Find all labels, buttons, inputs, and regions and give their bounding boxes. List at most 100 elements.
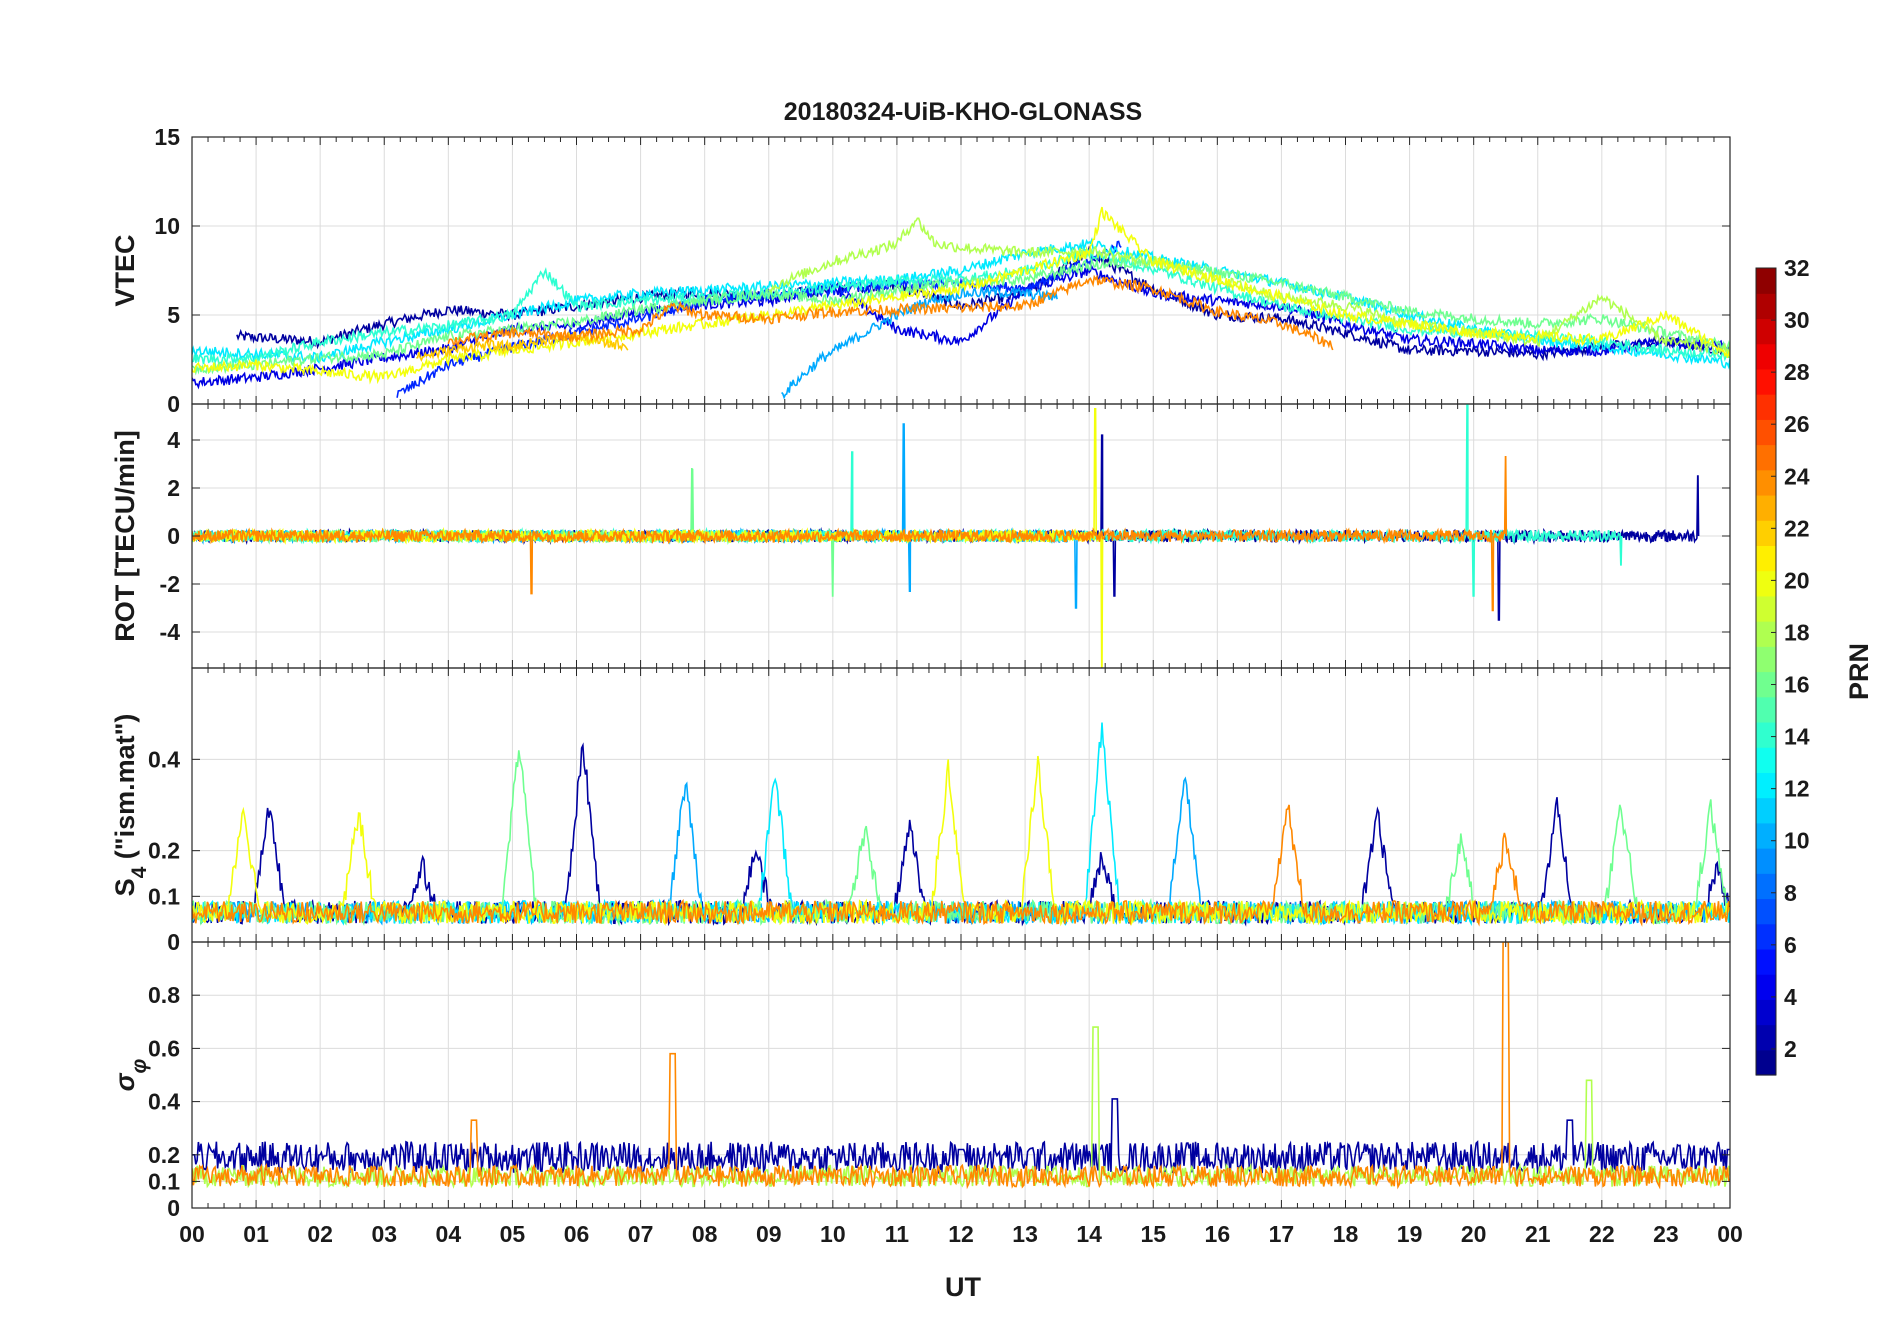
y-tick-label: 4 [167, 427, 180, 453]
panel-4-series [192, 942, 1730, 1190]
colorbar-tick-label: 14 [1784, 724, 1810, 750]
y-tick-label: 0.4 [148, 746, 180, 772]
colorbar-tick-label: 28 [1784, 359, 1810, 385]
colorbar-segment [1756, 570, 1776, 597]
colorbar-tick-label: 24 [1784, 463, 1810, 489]
colorbar-tick-label: 18 [1784, 619, 1810, 645]
y-tick-label: 0.2 [148, 838, 180, 864]
x-tick-label: 17 [1269, 1221, 1295, 1247]
colorbar-segment [1756, 368, 1776, 395]
panel-2: -4 -2 0 2 4 ROT [TECU/min] [110, 403, 1731, 669]
colorbar-tick-label: 2 [1784, 1036, 1797, 1062]
ylabel-subscript: 4 [128, 866, 151, 878]
panel-3-ylabel: S4 ("ism.mat") [110, 714, 151, 897]
x-tick-label: 20 [1461, 1221, 1487, 1247]
y-tick-label: 0 [167, 929, 180, 955]
y-tick-label: 0.1 [148, 1168, 180, 1194]
colorbar-tick-label: 20 [1784, 567, 1810, 593]
colorbar-tick-label: 30 [1784, 307, 1810, 333]
colorbar-segment [1756, 444, 1776, 471]
x-tick-label: 23 [1653, 1221, 1679, 1247]
colorbar-segment [1756, 1049, 1776, 1076]
colorbar-segment [1756, 419, 1776, 446]
colorbar-tick-label: 32 [1784, 255, 1810, 281]
colorbar-segment [1756, 318, 1776, 345]
colorbar-segment [1756, 646, 1776, 673]
colorbar-segment [1756, 999, 1776, 1026]
colorbar-segment [1756, 545, 1776, 572]
colorbar-segment [1756, 822, 1776, 849]
ylabel-main: σ [110, 1072, 140, 1091]
ylabel-rest: ("ism.mat") [110, 714, 140, 867]
colorbar-segment [1756, 671, 1776, 698]
y-tick-label: -2 [160, 571, 180, 597]
colorbar-frame [1755, 267, 1777, 1076]
colorbar-segment [1756, 394, 1776, 420]
panel-2-series [192, 404, 1700, 668]
colorbar-segment [1756, 1024, 1776, 1051]
series-prn-20 [192, 206, 1730, 385]
y-tick-label: 0.1 [148, 883, 180, 909]
ylabel-main: S [110, 878, 140, 896]
x-tick-label: 14 [1076, 1221, 1102, 1247]
series-prn-18 [192, 1026, 1730, 1190]
colorbar-segment [1756, 696, 1776, 723]
x-tick-label: 01 [243, 1221, 269, 1247]
x-tick-label: 00 [1717, 1221, 1743, 1247]
y-tick-label: 0 [167, 391, 180, 417]
x-tick-label: 06 [564, 1221, 590, 1247]
y-tick-label: 2 [167, 475, 180, 501]
series-prn-24 [192, 804, 1730, 927]
colorbar-tick-label: 12 [1784, 776, 1810, 802]
chart-title: 20180324-UiB-KHO-GLONASS [784, 98, 1142, 126]
series-prn-24 [447, 274, 1334, 351]
colorbar-segment [1756, 721, 1776, 748]
x-tick-label: 12 [948, 1221, 974, 1247]
panel-1-ylabel: VTEC [110, 234, 140, 306]
y-tick-label: 0 [167, 1195, 180, 1221]
colorbar-segment [1756, 948, 1776, 975]
colorbar-segment [1756, 898, 1776, 925]
panel-4: 00.10.2 0.4 0.6 0.8 σφ [110, 941, 1731, 1221]
y-tick-label: 0 [167, 523, 180, 549]
panel-3-series [192, 722, 1730, 927]
colorbar-label: PRN [1844, 643, 1874, 700]
series-prn-14 [192, 248, 1730, 366]
x-tick-label: 08 [692, 1221, 718, 1247]
series-prn-16 [192, 255, 1730, 376]
panel-4-ylabel: σφ [110, 1058, 151, 1091]
x-tick-label: 18 [1333, 1221, 1359, 1247]
colorbar-segment [1756, 293, 1776, 320]
colorbar-segment [1756, 520, 1776, 547]
colorbar-tick-label: 16 [1784, 672, 1810, 698]
x-tick-label: 05 [500, 1221, 526, 1247]
x-tick-label: 15 [1140, 1221, 1166, 1247]
y-tick-label: -4 [160, 619, 181, 645]
colorbar-tick-label: 8 [1784, 880, 1797, 906]
y-tick-label: 0.4 [148, 1089, 180, 1115]
y-tick-label: 5 [167, 302, 180, 328]
x-tick-label: 04 [436, 1221, 462, 1247]
y-tick-label: 10 [154, 213, 180, 239]
x-tick-label: 09 [756, 1221, 782, 1247]
colorbar-tick-label: 26 [1784, 411, 1810, 437]
series-prn-10 [781, 285, 1058, 400]
colorbar-segment [1756, 747, 1776, 773]
colorbar-segment [1756, 268, 1776, 294]
colorbar-segment [1756, 923, 1776, 950]
x-tick-label: 03 [371, 1221, 397, 1247]
x-tick-label: 13 [1012, 1221, 1038, 1247]
x-tick-label: 10 [820, 1221, 846, 1247]
series-prn-18 [768, 217, 1730, 356]
panel-2-ylabel: ROT [TECU/min] [110, 430, 140, 641]
y-tick-label: 0.8 [148, 982, 180, 1008]
colorbar-tick-label: 10 [1784, 828, 1810, 854]
colorbar-segment [1756, 595, 1776, 622]
x-tick-label: 02 [307, 1221, 333, 1247]
x-tick-label: 00 [179, 1221, 205, 1247]
colorbar-segment [1756, 772, 1776, 799]
colorbar-tick-label: 4 [1784, 984, 1797, 1010]
